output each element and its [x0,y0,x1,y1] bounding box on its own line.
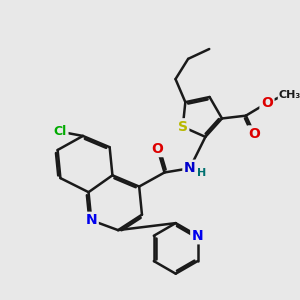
Text: CH₃: CH₃ [278,90,300,100]
Text: O: O [152,142,164,156]
Text: N: N [184,161,196,175]
Text: H: H [197,168,206,178]
Text: S: S [178,120,188,134]
Text: O: O [261,96,273,110]
Text: Cl: Cl [54,125,67,138]
Text: N: N [85,213,97,227]
Text: O: O [248,127,260,141]
Text: N: N [192,229,203,243]
